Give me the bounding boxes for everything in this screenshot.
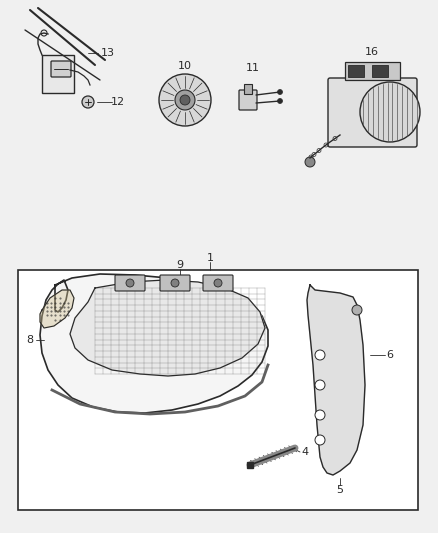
Bar bbox=[18, 270, 418, 510]
Text: 12: 12 bbox=[111, 97, 125, 107]
Text: 8: 8 bbox=[26, 335, 34, 345]
Text: 9: 9 bbox=[177, 260, 184, 270]
Circle shape bbox=[159, 74, 211, 126]
Bar bbox=[372, 65, 388, 77]
Circle shape bbox=[352, 305, 362, 315]
Circle shape bbox=[180, 95, 190, 105]
Circle shape bbox=[278, 99, 283, 103]
Circle shape bbox=[278, 90, 283, 94]
Circle shape bbox=[315, 350, 325, 360]
Circle shape bbox=[214, 279, 222, 287]
FancyBboxPatch shape bbox=[203, 275, 233, 291]
Text: 11: 11 bbox=[246, 63, 260, 73]
Bar bbox=[244, 84, 252, 94]
Text: 6: 6 bbox=[386, 350, 393, 360]
Text: 16: 16 bbox=[365, 47, 379, 57]
Circle shape bbox=[305, 157, 315, 167]
Bar bbox=[345, 62, 400, 80]
Circle shape bbox=[315, 435, 325, 445]
Text: 5: 5 bbox=[336, 485, 343, 495]
Circle shape bbox=[360, 82, 420, 142]
Circle shape bbox=[315, 410, 325, 420]
Polygon shape bbox=[70, 280, 265, 376]
Polygon shape bbox=[40, 274, 268, 413]
Circle shape bbox=[175, 90, 195, 110]
FancyBboxPatch shape bbox=[160, 275, 190, 291]
FancyBboxPatch shape bbox=[51, 61, 71, 77]
Circle shape bbox=[126, 279, 134, 287]
FancyBboxPatch shape bbox=[115, 275, 145, 291]
Bar bbox=[42, 55, 74, 93]
FancyBboxPatch shape bbox=[239, 90, 257, 110]
Text: 10: 10 bbox=[178, 61, 192, 71]
FancyBboxPatch shape bbox=[328, 78, 417, 147]
Circle shape bbox=[82, 96, 94, 108]
Polygon shape bbox=[307, 285, 365, 475]
Text: 4: 4 bbox=[301, 447, 308, 457]
Circle shape bbox=[171, 279, 179, 287]
Circle shape bbox=[315, 380, 325, 390]
Text: 1: 1 bbox=[206, 253, 213, 263]
Bar bbox=[348, 65, 364, 77]
Polygon shape bbox=[40, 290, 74, 328]
Text: 13: 13 bbox=[101, 48, 115, 58]
